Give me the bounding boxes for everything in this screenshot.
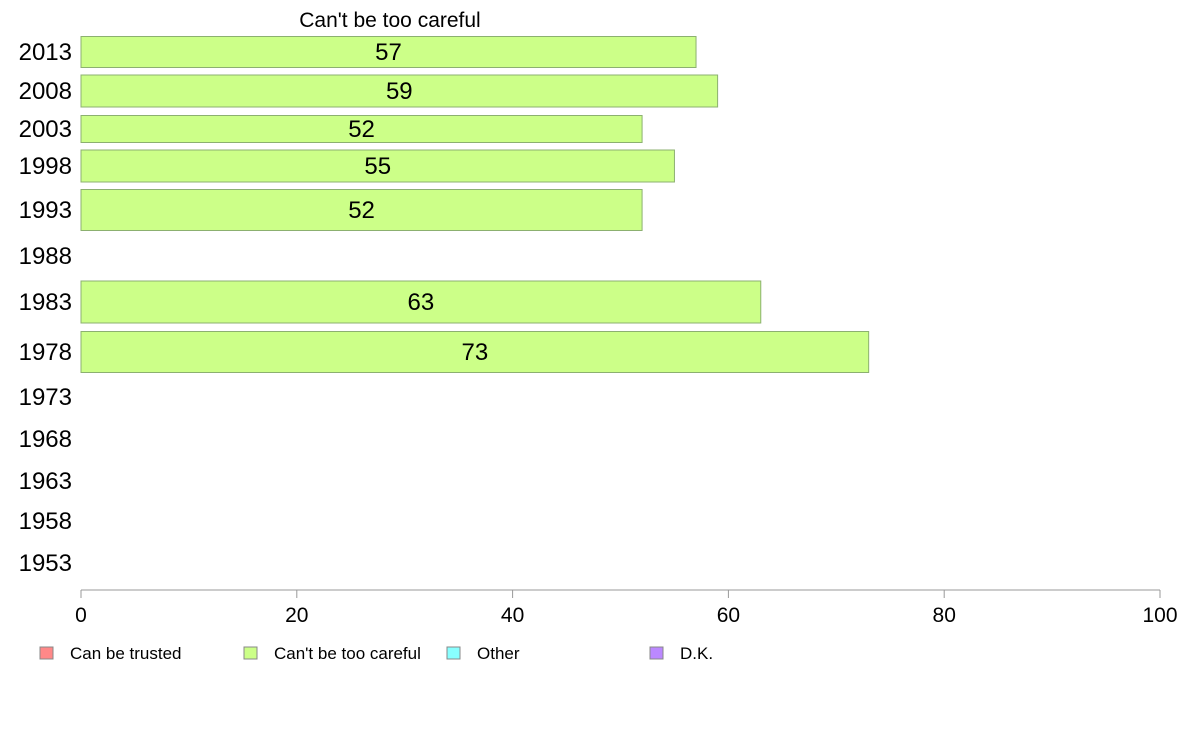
bar-value-label: 59 [386, 78, 413, 105]
x-tick-label: 80 [933, 604, 956, 627]
y-tick-label: 1963 [19, 468, 72, 495]
bar-value-label: 73 [461, 339, 488, 366]
y-tick-label: 1953 [19, 550, 72, 577]
bar [80, 74, 719, 108]
bar [80, 331, 870, 373]
legend-label: Other [477, 644, 520, 663]
chart-title: Can't be too careful [299, 9, 480, 32]
legend-label: Can't be too careful [274, 644, 421, 663]
legend-label: D.K. [680, 644, 713, 663]
bar-value-label: 55 [364, 153, 391, 180]
y-tick-label: 1983 [19, 289, 72, 316]
bar [80, 36, 697, 68]
legend: Can be trusted Can't be too careful Other D… [39, 644, 713, 663]
x-tick-label: 0 [75, 604, 87, 627]
bar [80, 115, 643, 143]
legend-label: Can be trusted [70, 644, 182, 663]
bar-value-label: 52 [348, 197, 375, 224]
x-tick-label: 20 [285, 604, 308, 627]
bar [80, 189, 643, 231]
bar-value-label: 63 [408, 289, 435, 316]
x-tick-label: 60 [717, 604, 740, 627]
y-tick-label: 1978 [19, 339, 72, 366]
bar [80, 149, 675, 183]
bar [80, 280, 762, 324]
legend-swatch [446, 646, 461, 660]
legend-swatch [39, 646, 54, 660]
y-tick-label: 1958 [19, 508, 72, 535]
y-tick-label: 1998 [19, 153, 72, 180]
y-tick-label: 1973 [19, 384, 72, 411]
y-tick-label: 1968 [19, 426, 72, 453]
y-tick-label: 2003 [19, 116, 72, 143]
legend-swatch [649, 646, 664, 660]
bar-value-label: 57 [375, 39, 402, 66]
y-tick-label: 1988 [19, 243, 72, 270]
x-axis: 0 20 40 60 80 100 [75, 589, 1178, 627]
y-tick-label: 1993 [19, 197, 72, 224]
legend-swatch [243, 646, 258, 660]
bar-value-label: 52 [348, 116, 375, 143]
y-tick-label: 2008 [19, 78, 72, 105]
x-tick-label: 100 [1142, 604, 1177, 627]
bar-labels-layer: 57 59 52 55 52 63 73 [348, 39, 488, 366]
y-tick-label: 2013 [19, 39, 72, 66]
bars-layer [80, 36, 870, 373]
y-axis: 2013 2008 2003 1998 1993 1988 1983 1978 1973 1968… [19, 39, 72, 577]
x-tick-label: 40 [501, 604, 524, 627]
